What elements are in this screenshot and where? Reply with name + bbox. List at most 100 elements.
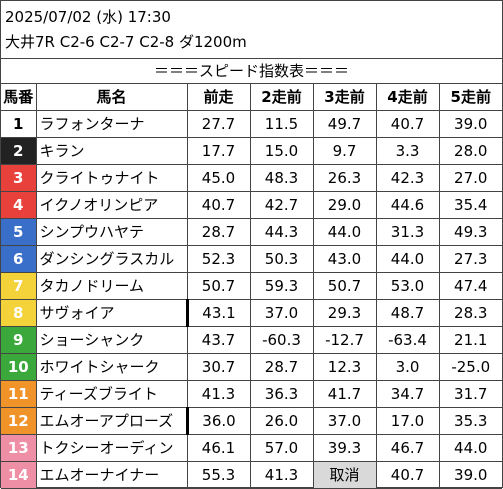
horse-number: 1 (1, 110, 37, 138)
speed-index-cell: 59.3 (249, 272, 314, 300)
race-info: 大井7R C2-6 C2-7 C2-8 ダ1200m (5, 33, 247, 51)
speed-index-cell: 11.5 (249, 110, 314, 138)
speed-index-cell: -12.7 (312, 326, 377, 354)
speed-index-cell: 26.0 (249, 407, 314, 435)
speed-index-cell: 53.0 (375, 272, 440, 300)
speed-index-cell: 44.0 (438, 434, 502, 462)
speed-index-cell: 52.3 (186, 245, 251, 273)
speed-index-cell: 28.0 (438, 137, 502, 165)
speed-index-cell: 46.7 (375, 434, 440, 462)
table-row: 6 ダンシングラスカル 52.3 50.3 43.0 44.0 27.3 (1, 245, 502, 273)
table-row: 7 タカノドリーム 50.7 59.3 50.7 53.0 47.4 (1, 272, 502, 300)
table-row: 9 ショーシャンク 43.7 -60.3 -12.7 -63.4 21.1 (1, 326, 502, 354)
speed-index-cell: 29.3 (312, 299, 377, 327)
speed-index-cell: 43.0 (312, 245, 377, 273)
speed-index-cell: 30.7 (186, 353, 251, 381)
speed-index-cell: -63.4 (375, 326, 440, 354)
speed-index-cell: 12.3 (312, 353, 377, 381)
speed-index-cell: 35.4 (438, 191, 502, 219)
speed-index-cell: 9.7 (312, 137, 377, 165)
speed-index-cell: 48.7 (375, 299, 440, 327)
horse-number: 4 (1, 191, 37, 219)
horse-number: 10 (1, 353, 37, 381)
horse-name: ラフォンターナ (35, 110, 188, 138)
horse-name: ショーシャンク (35, 326, 188, 354)
speed-index-cell: 31.3 (375, 218, 440, 246)
column-header-number: 馬番 (1, 83, 37, 111)
speed-index-cell: 41.7 (312, 380, 377, 408)
table-title: ＝＝＝スピード指数表＝＝＝ (1, 58, 502, 83)
speed-index-table: 馬番 馬名 前走 2走前 3走前 4走前 5走前 1 ラフォンターナ 27.7 11.… (1, 83, 502, 489)
speed-index-cell: 37.0 (312, 407, 377, 435)
column-header-5th: 5走前 (438, 83, 502, 111)
speed-index-cell: 57.0 (249, 434, 314, 462)
speed-index-cell: 42.3 (375, 164, 440, 192)
table-row: 13 トクシーオーディン 46.1 57.0 39.3 46.7 44.0 (1, 434, 502, 462)
table-row: 12 エムオーアプローズ 36.0 26.0 37.0 17.0 35.3 (1, 407, 502, 435)
table-row: 1 ラフォンターナ 27.7 11.5 49.7 40.7 39.0 (1, 110, 502, 138)
horse-name: ホワイトシャーク (35, 353, 188, 381)
horse-number: 7 (1, 272, 37, 300)
speed-index-cell: 39.0 (438, 110, 502, 138)
horse-number: 2 (1, 137, 37, 165)
speed-index-cell: 43.1 (186, 299, 251, 327)
scratched-cell: 取消 (312, 461, 377, 489)
speed-index-cell: 21.1 (438, 326, 502, 354)
table-row: 11 ティーズブライト 41.3 36.3 41.7 34.7 31.7 (1, 380, 502, 408)
speed-index-cell: 44.3 (249, 218, 314, 246)
speed-index-cell: 27.3 (438, 245, 502, 273)
speed-index-cell: 50.3 (249, 245, 314, 273)
table-row: 3 クライトゥナイト 45.0 48.3 26.3 42.3 27.0 (1, 164, 502, 192)
speed-index-cell: 50.7 (186, 272, 251, 300)
speed-index-cell: 34.7 (375, 380, 440, 408)
speed-index-cell: 36.0 (186, 407, 251, 435)
speed-index-cell: 49.7 (312, 110, 377, 138)
table-header-row: 馬番 馬名 前走 2走前 3走前 4走前 5走前 (1, 83, 502, 111)
horse-name: ティーズブライト (35, 380, 188, 408)
table-body: 1 ラフォンターナ 27.7 11.5 49.7 40.7 39.0 2 キラン 17.7 15.0… (1, 110, 502, 489)
speed-index-cell: 37.0 (249, 299, 314, 327)
horse-number: 6 (1, 245, 37, 273)
horse-name: クライトゥナイト (35, 164, 188, 192)
table-row: 8 サヴォイア 43.1 37.0 29.3 48.7 28.3 (1, 299, 502, 327)
speed-index-cell: 35.3 (438, 407, 502, 435)
speed-index-cell: -25.0 (438, 353, 502, 381)
speed-index-cell: 3.0 (375, 353, 440, 381)
table-row: 5 シンプウハヤテ 28.7 44.3 44.0 31.3 49.3 (1, 218, 502, 246)
table-row: 10 ホワイトシャーク 30.7 28.7 12.3 3.0 -25.0 (1, 353, 502, 381)
horse-number: 14 (1, 461, 37, 489)
speed-index-cell: 47.4 (438, 272, 502, 300)
speed-index-cell: 15.0 (249, 137, 314, 165)
table-row: 4 イクノオリンピア 40.7 42.7 29.0 44.6 35.4 (1, 191, 502, 219)
horse-number: 9 (1, 326, 37, 354)
column-header-4th: 4走前 (375, 83, 440, 111)
speed-index-cell: 45.0 (186, 164, 251, 192)
speed-index-cell: 40.7 (375, 461, 440, 489)
horse-number: 3 (1, 164, 37, 192)
column-header-2nd: 2走前 (249, 83, 314, 111)
speed-index-cell: 43.7 (186, 326, 251, 354)
horse-number: 13 (1, 434, 37, 462)
table-row: 14 エムオーナイナー 55.3 41.3 取消 40.7 39.0 (1, 461, 502, 489)
horse-number: 5 (1, 218, 37, 246)
horse-name: サヴォイア (35, 299, 189, 327)
horse-name: エムオーナイナー (35, 461, 188, 489)
speed-index-cell: 39.3 (312, 434, 377, 462)
speed-index-cell: 40.7 (186, 191, 251, 219)
race-date: 2025/07/02 (水) 17:30 (5, 8, 171, 26)
speed-index-cell: 41.3 (249, 461, 314, 489)
speed-index-cell: 17.0 (375, 407, 440, 435)
speed-index-cell: -60.3 (249, 326, 314, 354)
speed-index-cell: 29.0 (312, 191, 377, 219)
speed-index-cell: 40.7 (375, 110, 440, 138)
speed-index-cell: 28.7 (186, 218, 251, 246)
horse-number: 11 (1, 380, 37, 408)
speed-index-cell: 42.7 (249, 191, 314, 219)
horse-name: シンプウハヤテ (35, 218, 188, 246)
column-header-3rd: 3走前 (312, 83, 377, 111)
speed-index-cell: 36.3 (249, 380, 314, 408)
speed-index-cell: 3.3 (375, 137, 440, 165)
speed-index-cell: 44.0 (375, 245, 440, 273)
speed-index-cell: 27.0 (438, 164, 502, 192)
